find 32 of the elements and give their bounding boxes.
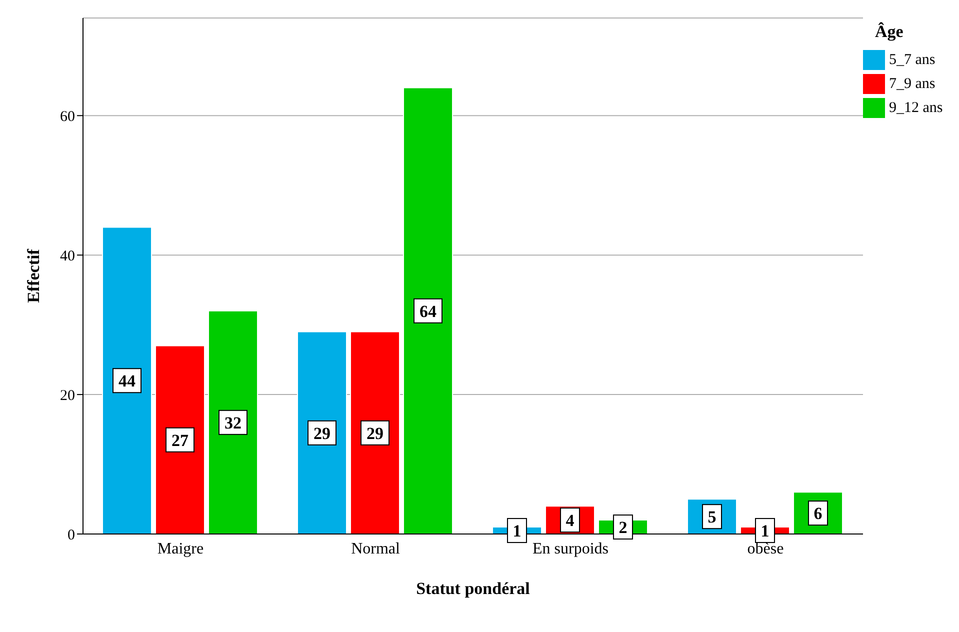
x-axis-title: Statut pondéral xyxy=(416,579,530,598)
data-label: 6 xyxy=(814,504,822,524)
data-label: 2 xyxy=(618,518,628,538)
x-tick-label: En surpoids xyxy=(532,540,608,558)
y-tick-label: 0 xyxy=(68,527,75,544)
bar xyxy=(297,331,347,534)
data-label: 4 xyxy=(566,511,575,530)
y-tick-label: 20 xyxy=(60,388,75,404)
data-label: 32 xyxy=(224,413,242,432)
data-label: 64 xyxy=(420,302,437,321)
bar xyxy=(350,331,400,534)
bar xyxy=(208,310,258,534)
data-label: 29 xyxy=(366,424,384,443)
legend-label: 7_9 ans xyxy=(889,76,936,92)
data-label: 44 xyxy=(118,372,136,391)
x-tick-label: obèse xyxy=(747,540,784,558)
legend-label: 5_7 ans xyxy=(889,52,936,68)
x-tick-label: Normal xyxy=(351,540,400,558)
legend-label: 9_12 ans xyxy=(889,100,943,116)
data-label: 29 xyxy=(314,424,330,443)
y-tick-label: 40 xyxy=(60,248,75,264)
bar xyxy=(403,87,453,534)
y-tick-label: 60 xyxy=(60,108,75,125)
bar xyxy=(102,226,152,534)
x-tick-label: Maigre xyxy=(157,540,204,558)
legend-title: Âge xyxy=(875,22,904,42)
data-label: 5 xyxy=(708,508,716,527)
bar xyxy=(155,345,205,534)
data-label: 27 xyxy=(172,430,189,450)
data-label: 1 xyxy=(512,522,522,541)
y-axis-title: Effectif xyxy=(24,248,44,303)
data-label: 1 xyxy=(760,522,770,541)
